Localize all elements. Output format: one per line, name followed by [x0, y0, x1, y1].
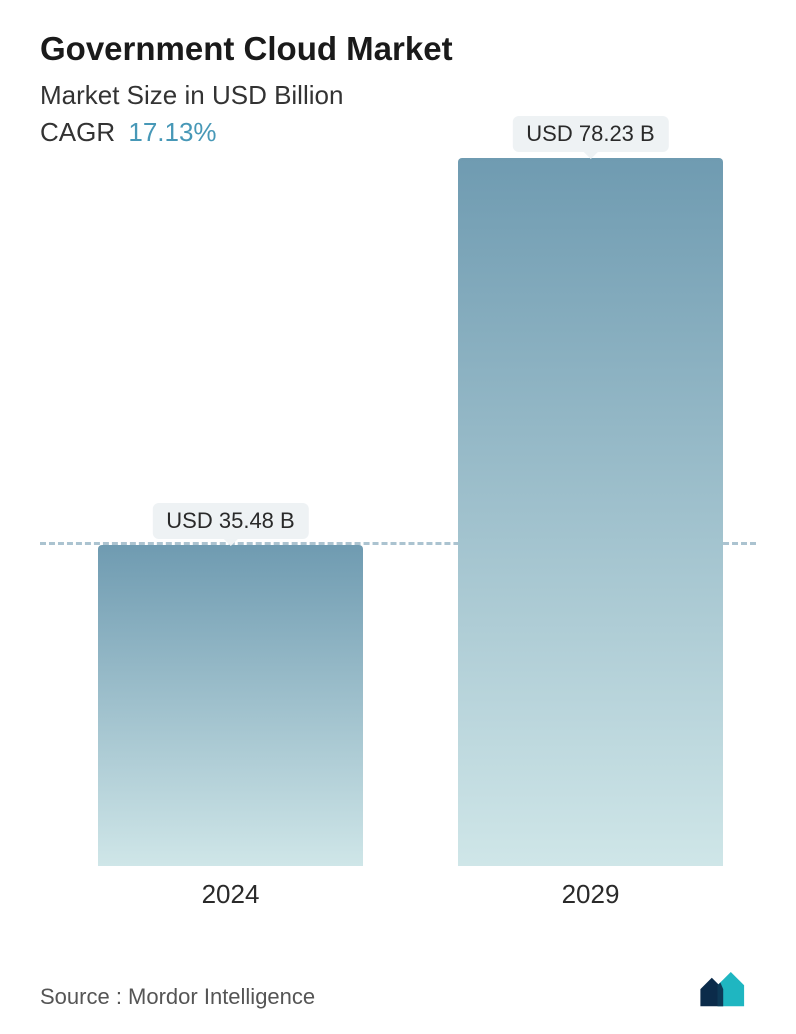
source-text: Source : Mordor Intelligence	[40, 984, 315, 1010]
chart-container: Government Cloud Market Market Size in U…	[0, 0, 796, 1034]
year-label-2029: 2029	[458, 879, 723, 910]
bar-2029: USD 78.23 B	[458, 158, 723, 866]
value-badge-2024: USD 35.48 B	[152, 503, 308, 539]
bar-2024: USD 35.48 B	[98, 545, 363, 866]
value-badge-2029: USD 78.23 B	[512, 116, 668, 152]
footer: Source : Mordor Intelligence	[40, 972, 756, 1010]
year-label-2024: 2024	[98, 879, 363, 910]
chart-area: USD 35.48 B 2024 USD 78.23 B 2029	[40, 158, 756, 918]
cagr-label: CAGR	[40, 117, 115, 147]
cagr-value: 17.13%	[128, 117, 216, 147]
brand-logo-icon	[698, 972, 756, 1010]
chart-title: Government Cloud Market	[40, 30, 756, 68]
chart-subtitle: Market Size in USD Billion	[40, 80, 756, 111]
